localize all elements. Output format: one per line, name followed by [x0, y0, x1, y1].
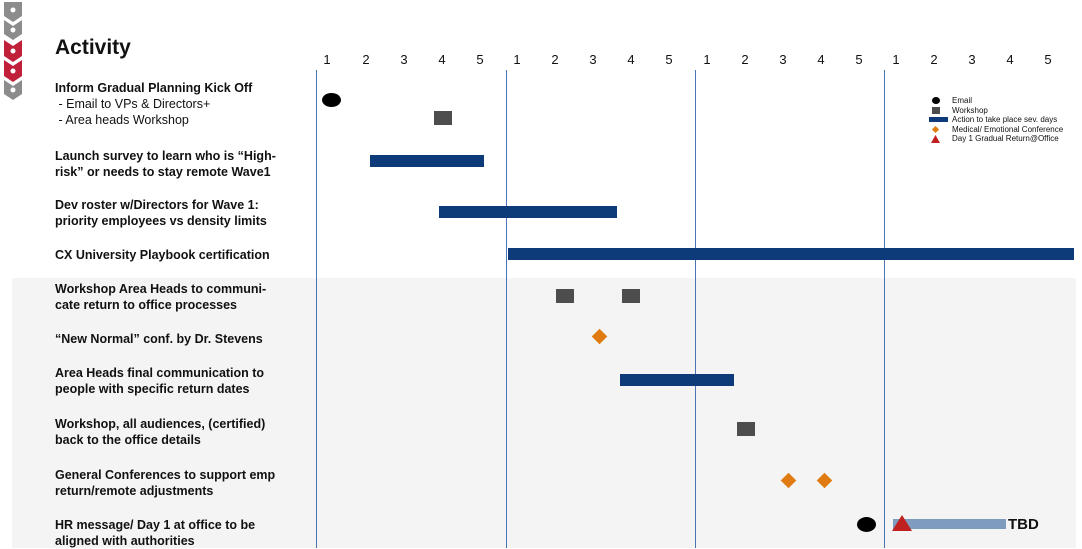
timeline-start-line — [316, 70, 317, 548]
activity-title: priority employees vs density limits — [55, 214, 267, 228]
legend-item-day1: Day 1 Gradual Return@Office — [928, 134, 1063, 144]
activity-title: “New Normal” conf. by Dr. Stevens — [55, 332, 263, 346]
day-label: 1 — [703, 52, 711, 67]
email-marker — [322, 93, 341, 107]
day-label: 2 — [362, 52, 370, 67]
activity-survey: Launch survey to learn who is “High- ris… — [55, 148, 315, 180]
diamond-icon — [931, 125, 940, 133]
day-label: 5 — [1044, 52, 1052, 67]
workshop-icon — [932, 106, 940, 114]
legend-label: Email — [952, 96, 973, 105]
day-label: 5 — [665, 52, 673, 67]
workshop-marker — [737, 422, 755, 436]
day1-return-icon — [892, 515, 912, 531]
activity-playbook: CX University Playbook certification — [55, 247, 315, 263]
nav-step-5-icon[interactable] — [4, 80, 22, 102]
activity-new-normal-conf: “New Normal” conf. by Dr. Stevens — [55, 331, 315, 347]
email-icon — [932, 97, 940, 104]
legend-item-action: Action to take place sev. days — [928, 115, 1063, 125]
lower-shaded-band — [12, 278, 1076, 548]
email-marker — [857, 517, 876, 532]
activity-title: CX University Playbook certification — [55, 248, 270, 262]
day-label: 4 — [438, 52, 446, 67]
activity-title: back to the office details — [55, 433, 201, 447]
action-bar — [439, 206, 617, 218]
week-divider — [884, 70, 885, 548]
week-divider — [695, 70, 696, 548]
day-label: 5 — [476, 52, 484, 67]
legend-item-conference: Medical/ Emotional Conference — [928, 125, 1063, 135]
day-label: 3 — [589, 52, 597, 67]
day-label: 2 — [741, 52, 749, 67]
activity-kickoff: Inform Gradual Planning Kick Off - Email… — [55, 80, 315, 128]
triangle-icon — [931, 135, 940, 143]
day-label: 1 — [513, 52, 521, 67]
day-label: 2 — [551, 52, 559, 67]
activity-general-conferences: General Conferences to support emp retur… — [55, 467, 315, 499]
activity-subitem: - Area heads Workshop — [55, 113, 189, 127]
day-label: 4 — [817, 52, 825, 67]
nav-step-4-icon[interactable] — [4, 60, 22, 84]
workshop-marker — [556, 289, 574, 303]
activity-title: Launch survey to learn who is “High- — [55, 149, 276, 163]
legend-item-workshop: Workshop — [928, 106, 1063, 116]
activity-title: General Conferences to support emp — [55, 468, 276, 482]
activity-title: return/remote adjustments — [55, 484, 214, 498]
legend-label: Day 1 Gradual Return@Office — [952, 134, 1059, 143]
activity-title: Workshop Area Heads to communi- — [55, 282, 267, 296]
legend: Email Workshop Action to take place sev.… — [928, 96, 1063, 144]
activity-title: Inform Gradual Planning Kick Off — [55, 81, 253, 95]
nav-step-1-icon[interactable] — [4, 2, 22, 24]
legend-label: Medical/ Emotional Conference — [952, 124, 1064, 134]
activity-title: HR message/ Day 1 at office to be — [55, 518, 256, 532]
activity-workshop-all: Workshop, all audiences, (certified) bac… — [55, 416, 315, 448]
activity-title: Workshop, all audiences, (certified) — [55, 417, 266, 431]
workshop-marker — [434, 111, 452, 125]
legend-label: Workshop — [952, 105, 988, 115]
activity-title: Dev roster w/Directors for Wave 1: — [55, 198, 259, 212]
action-bar — [508, 248, 1074, 260]
day-label: 1 — [323, 52, 331, 67]
week-divider — [506, 70, 507, 548]
day-label: 3 — [779, 52, 787, 67]
legend-label: Action to take place sev. days — [952, 115, 1058, 124]
activity-title: risk” or needs to stay remote Wave1 — [55, 165, 271, 179]
legend-item-email: Email — [928, 96, 1063, 106]
activity-roster: Dev roster w/Directors for Wave 1: prior… — [55, 197, 315, 229]
action-bar — [620, 374, 734, 386]
day-label: 1 — [892, 52, 900, 67]
day-label: 2 — [930, 52, 938, 67]
activity-hr-message: HR message/ Day 1 at office to be aligne… — [55, 517, 315, 549]
nav-step-2-icon[interactable] — [4, 20, 22, 42]
action-bar-icon — [929, 117, 948, 122]
activity-title: aligned with authorities — [55, 534, 195, 548]
tbd-label: TBD — [1008, 516, 1039, 533]
activity-header: Activity — [55, 36, 131, 59]
action-bar — [370, 155, 484, 167]
day-label: 4 — [627, 52, 635, 67]
activity-title: Area Heads final communication to — [55, 366, 265, 380]
day-label: 5 — [855, 52, 863, 67]
day-label: 4 — [1006, 52, 1014, 67]
activity-subitem: - Email to VPs & Directors+ — [55, 97, 211, 111]
activity-title: people with specific return dates — [55, 382, 250, 396]
nav-step-3-icon[interactable] — [4, 40, 22, 64]
activity-final-communication: Area Heads final communication to people… — [55, 365, 315, 397]
activity-area-heads-workshop: Workshop Area Heads to communi- cate ret… — [55, 281, 315, 313]
workshop-marker — [622, 289, 640, 303]
activity-title: cate return to office processes — [55, 298, 238, 312]
tbd-bar — [893, 519, 1006, 529]
day-label: 3 — [400, 52, 408, 67]
day-label: 3 — [968, 52, 976, 67]
